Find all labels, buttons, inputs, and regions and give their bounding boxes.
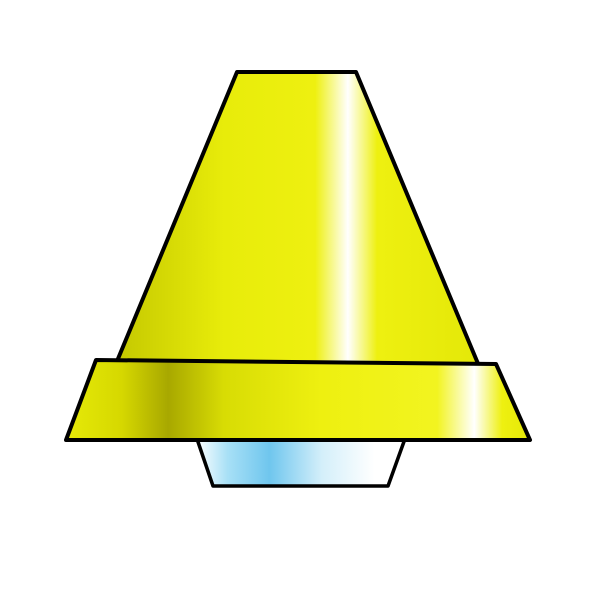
shade-rim-band [64,358,532,442]
bulb-base [194,434,408,488]
shade-cone [113,70,481,368]
